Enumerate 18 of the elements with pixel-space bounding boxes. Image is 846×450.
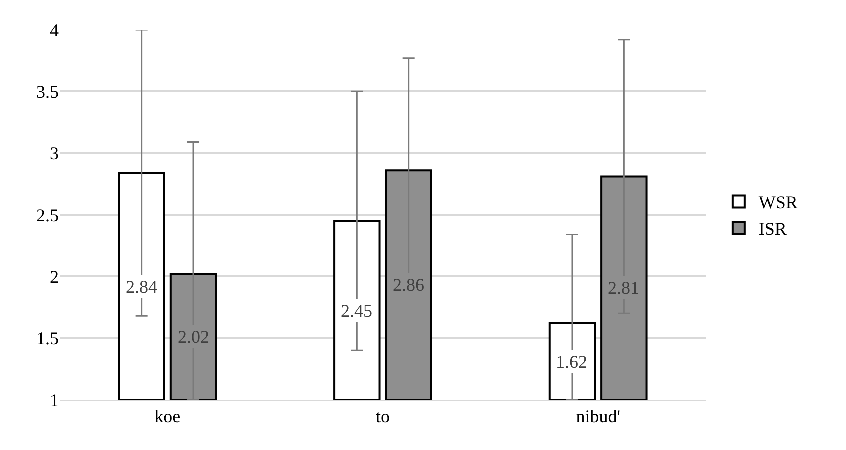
data-label: 2.86 <box>393 275 424 295</box>
x-tick-label: to <box>376 406 390 427</box>
legend-label: WSR <box>758 192 798 213</box>
y-tick-label: 1 <box>50 390 59 410</box>
y-tick-label: 4 <box>50 20 59 40</box>
data-label: 1.62 <box>556 352 588 372</box>
y-tick-label: 3.5 <box>36 82 59 102</box>
data-label: 2.45 <box>341 301 372 321</box>
data-label: 2.02 <box>178 327 210 347</box>
data-label: 2.81 <box>608 278 640 298</box>
legend-label: ISR <box>758 219 787 240</box>
y-tick-label: 1.5 <box>36 328 59 349</box>
x-tick-label: nibud' <box>576 406 620 427</box>
y-tick-label: 2 <box>50 266 59 287</box>
x-tick-label: koe <box>154 406 181 427</box>
y-tick-label: 2.5 <box>36 205 59 226</box>
y-tick-label: 3 <box>50 144 59 164</box>
data-label: 2.84 <box>126 277 158 297</box>
